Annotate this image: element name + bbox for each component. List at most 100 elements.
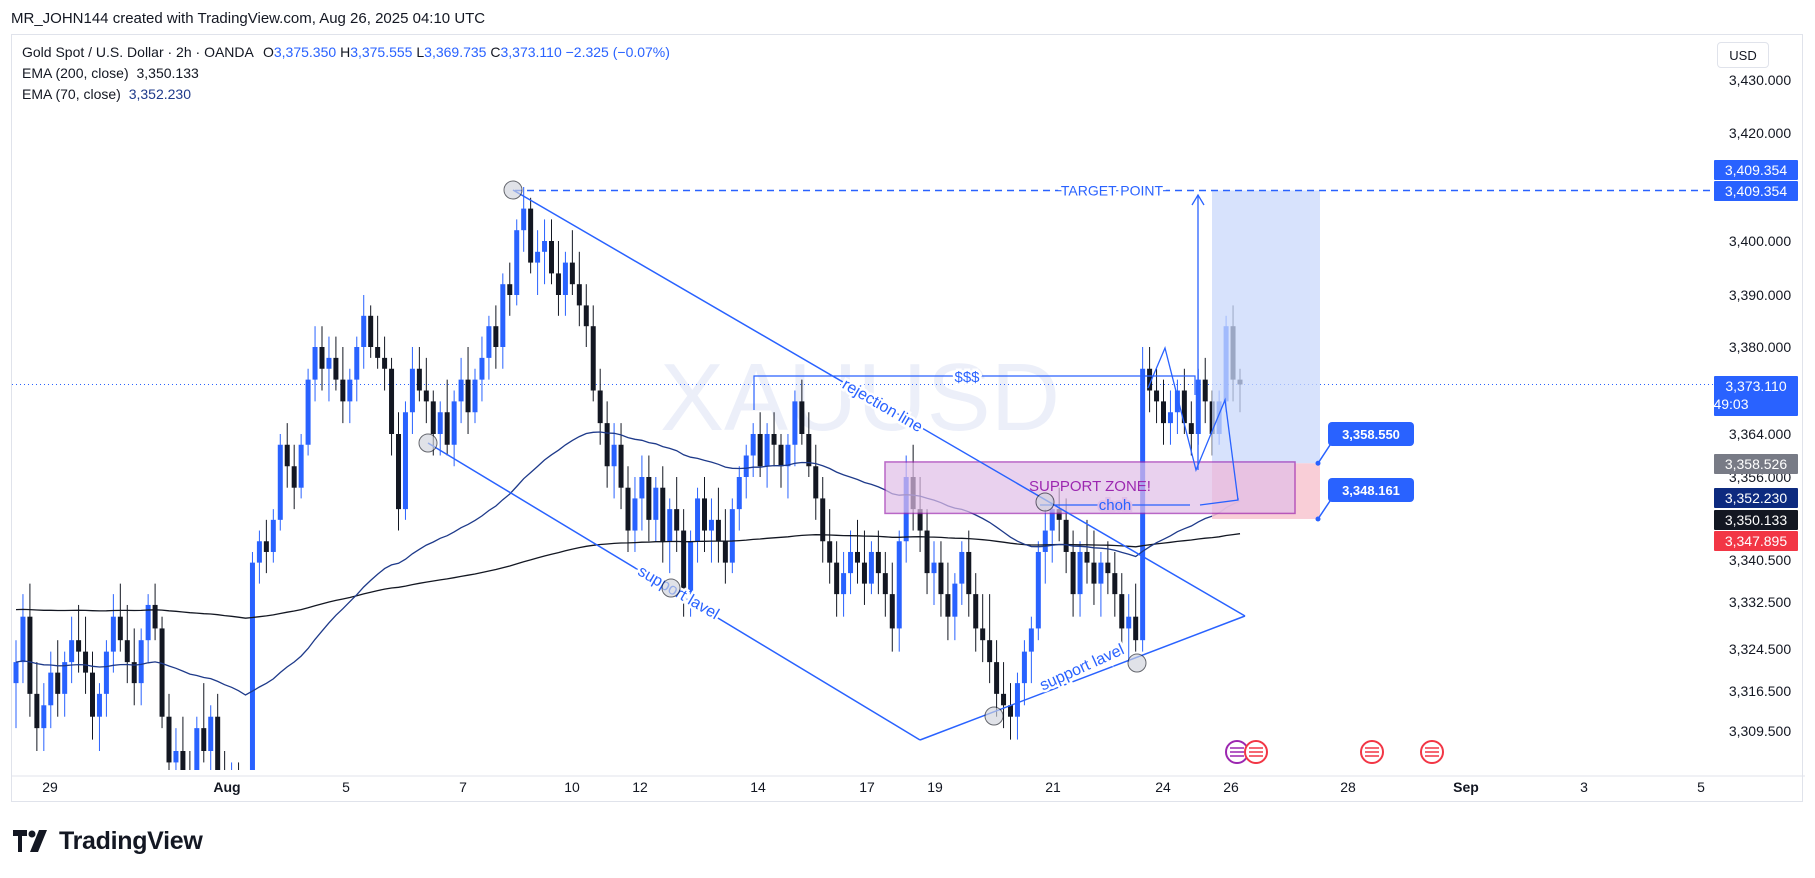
candle-body: [103, 651, 109, 694]
candle-body: [590, 326, 596, 391]
legend-open: 3,375.350: [273, 44, 337, 60]
price-label-bg[interactable]: [1714, 160, 1798, 180]
candle-body: [1105, 562, 1111, 574]
ema70-line[interactable]: [15, 431, 1241, 696]
candle-body: [1063, 519, 1069, 552]
target-label: TARGET POINT: [1061, 182, 1164, 198]
price-label-bg[interactable]: [1714, 376, 1798, 416]
candle-body: [938, 562, 944, 595]
price-label-bg[interactable]: [1714, 531, 1798, 551]
legend-ema200-value: 3,350.133: [136, 65, 199, 81]
candle-body: [1147, 368, 1153, 391]
y-tick-label: 3,390.000: [1729, 287, 1791, 303]
candle-body: [1126, 616, 1132, 629]
chart-frame: [11, 34, 1803, 802]
price-label: 3,350.133: [1725, 512, 1787, 528]
pivot-marker[interactable]: [661, 578, 681, 598]
price-label-bg[interactable]: [1714, 454, 1798, 474]
choh-label: choh: [1099, 497, 1132, 514]
target-zone[interactable]: [1212, 190, 1320, 464]
candle-body: [604, 423, 610, 467]
candle-body: [1014, 683, 1020, 717]
rejection-line[interactable]: [512, 189, 1246, 617]
legend-high-label: H: [340, 44, 351, 60]
projection-tail: [1199, 498, 1239, 506]
price-label-bg[interactable]: [1714, 488, 1798, 508]
price-label-bg[interactable]: [1714, 181, 1798, 201]
support-label-2: support lavel: [1037, 641, 1127, 694]
legend-symbol[interactable]: Gold Spot / U.S. Dollar · 2h · OANDA: [22, 44, 254, 60]
candle-body: [855, 551, 860, 563]
pivot-marker[interactable]: [1127, 653, 1147, 673]
candle-body: [173, 751, 179, 763]
legend-ema70[interactable]: EMA (70, close) 3,352.230: [22, 86, 191, 102]
candle-body: [69, 640, 75, 663]
candle-body: [625, 487, 631, 531]
chart-caption: MR_JOHN144 created with TradingView.com,…: [11, 10, 486, 27]
candle-body: [486, 326, 492, 358]
callout-box[interactable]: [1328, 478, 1414, 502]
candle-body: [96, 693, 102, 717]
candle-body: [514, 230, 520, 295]
candle-body: [528, 208, 534, 263]
x-tick-label: 26: [1223, 779, 1239, 795]
candle-body: [368, 315, 374, 347]
candle-body: [451, 401, 457, 445]
candle-body: [1028, 628, 1034, 652]
candle-body: [159, 628, 165, 717]
candle-body: [396, 434, 401, 510]
candle-body: [1167, 412, 1173, 424]
candle-body: [861, 562, 867, 584]
candle-body: [131, 662, 137, 684]
candle-body: [681, 530, 687, 595]
price-label-countdown: 49:03: [1713, 396, 1748, 412]
candle-body: [674, 509, 680, 531]
legend-low-label: L: [416, 44, 425, 60]
support-line-lower[interactable]: [919, 615, 1246, 741]
candle-body: [785, 444, 791, 467]
candle-body: [896, 541, 902, 629]
price-label: 3,347.895: [1725, 533, 1787, 549]
candle-body: [208, 716, 214, 751]
candle-body: [347, 379, 353, 402]
price-label-bg[interactable]: [1714, 510, 1798, 530]
legend-high: 3,375.555: [350, 44, 413, 60]
candle-body: [354, 347, 360, 380]
candle-body: [521, 208, 527, 231]
candle-body: [834, 562, 840, 595]
candle-body: [465, 379, 471, 413]
x-tick-label: 21: [1045, 779, 1061, 795]
candle-body: [1098, 562, 1104, 584]
pivot-marker[interactable]: [984, 706, 1004, 726]
legend-ema200[interactable]: EMA (200, close) 3,350.133: [22, 65, 199, 81]
candle-body: [76, 640, 82, 652]
pivot-marker[interactable]: [503, 180, 523, 200]
candle-body: [973, 594, 979, 629]
candle-body: [542, 241, 548, 252]
y-tick-label: 3,340.500: [1729, 552, 1791, 568]
candle-body: [924, 530, 930, 574]
pivot-marker[interactable]: [418, 433, 438, 453]
candle-body: [1049, 509, 1055, 531]
tradingview-logo[interactable]: TradingView: [13, 826, 203, 856]
candle-body: [423, 390, 429, 402]
legend-ema70-value: 3,352.230: [128, 86, 192, 102]
currency-button[interactable]: USD: [1717, 42, 1769, 68]
candle-body: [34, 693, 40, 729]
candle-body: [764, 434, 770, 467]
x-tick-label: 5: [342, 779, 350, 795]
ema200-line[interactable]: [15, 533, 1241, 619]
candle-body: [1161, 401, 1166, 424]
pivot-marker[interactable]: [1035, 492, 1055, 512]
callout-box[interactable]: [1328, 422, 1414, 446]
legend-close: 3,373.110: [500, 44, 562, 60]
candle-body: [980, 628, 986, 641]
candle-body: [48, 672, 54, 706]
candle-body: [708, 519, 714, 531]
liquidity-line[interactable]: [753, 375, 1196, 410]
projection-zigzag[interactable]: [1147, 345, 1239, 501]
candle-body: [555, 273, 561, 295]
candle-body: [792, 401, 798, 445]
candle-body: [361, 315, 367, 347]
